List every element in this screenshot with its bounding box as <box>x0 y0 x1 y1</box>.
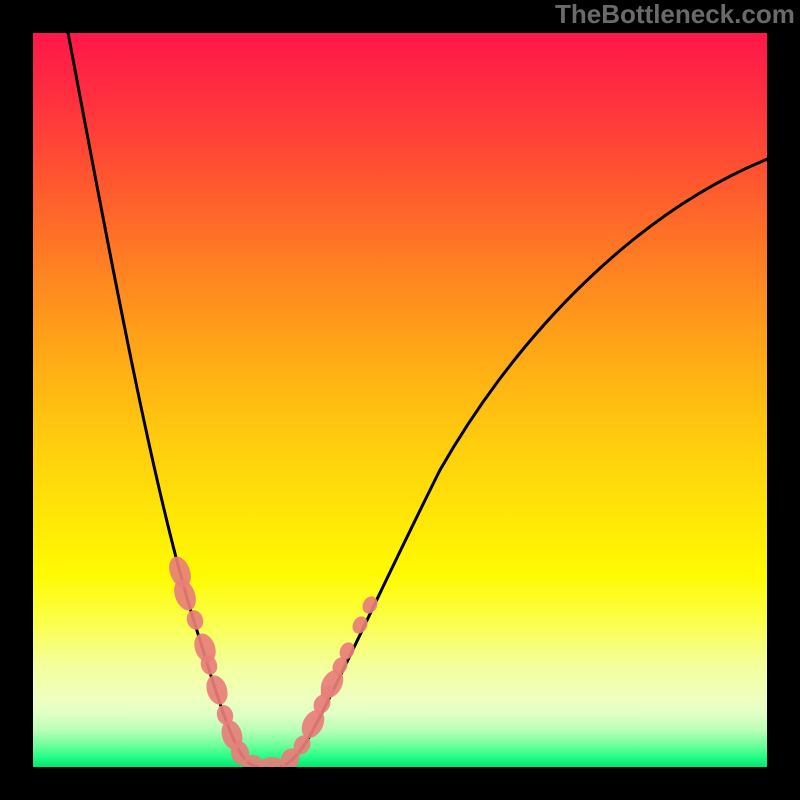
frame-left <box>0 0 33 800</box>
watermark-text: TheBottleneck.com <box>555 0 795 30</box>
frame-bottom <box>0 767 800 800</box>
frame-right <box>767 0 800 800</box>
gradient-background <box>33 33 767 767</box>
